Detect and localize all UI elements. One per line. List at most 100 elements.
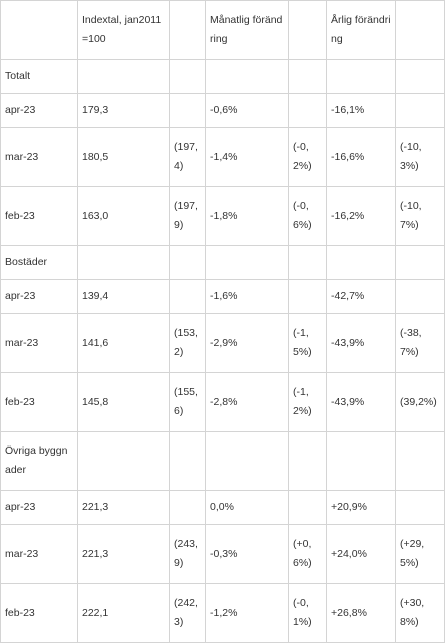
section-row: Totalt	[0, 59, 445, 94]
row-label-cell: feb-23	[0, 372, 78, 432]
table-cell	[395, 431, 445, 491]
table-cell: 139,4	[77, 279, 170, 314]
table-cell	[205, 59, 289, 94]
table-row: feb-23 145,8 (155,6) -2,8% (-1,2%) -43,9% (39,…	[0, 372, 445, 432]
table-cell: -16,1%	[326, 93, 396, 128]
header-cell	[395, 0, 445, 60]
table-cell	[326, 245, 396, 280]
table-cell: -1,8%	[205, 186, 289, 246]
header-cell: Årlig förändring	[326, 0, 396, 60]
row-label-cell: mar-23	[0, 524, 78, 584]
table-cell	[169, 490, 206, 525]
table-cell: (197,4)	[169, 127, 206, 187]
table-cell: -2,9%	[205, 313, 289, 373]
table-cell	[169, 431, 206, 491]
table-cell: -42,7%	[326, 279, 396, 314]
table-cell: (39,2%)	[395, 372, 445, 432]
table-cell: (-10,7%)	[395, 186, 445, 246]
table-row: apr-23 139,4 -1,6% -42,7%	[0, 279, 445, 314]
row-label-cell: Övriga byggnader	[0, 431, 78, 491]
table-cell	[395, 93, 445, 128]
table-cell	[77, 431, 170, 491]
table-cell: 222,1	[77, 583, 170, 643]
table-row: mar-23 221,3 (243,9) -0,3% (+0,6%) +24,0% (+29…	[0, 524, 445, 584]
header-cell: Indextal, jan2011=100	[77, 0, 170, 60]
table-cell	[288, 490, 327, 525]
table-cell: -1,4%	[205, 127, 289, 187]
table-cell	[288, 93, 327, 128]
table-cell	[395, 490, 445, 525]
table-row: apr-23 221,3 0,0% +20,9%	[0, 490, 445, 525]
row-label-cell: Bostäder	[0, 245, 78, 280]
header-cell	[169, 0, 206, 60]
table-cell: (-0,1%)	[288, 583, 327, 643]
table-cell: -0,6%	[205, 93, 289, 128]
table-cell: (-38,7%)	[395, 313, 445, 373]
table-cell	[77, 59, 170, 94]
table-cell: -1,2%	[205, 583, 289, 643]
table-cell	[169, 245, 206, 280]
table-cell: (197,9)	[169, 186, 206, 246]
table-cell: 145,8	[77, 372, 170, 432]
table-cell	[288, 245, 327, 280]
table-row: apr-23 179,3 -0,6% -16,1%	[0, 93, 445, 128]
table-cell: (-0,2%)	[288, 127, 327, 187]
table-cell: (-0,6%)	[288, 186, 327, 246]
row-label-cell: mar-23	[0, 127, 78, 187]
table-cell: (-1,5%)	[288, 313, 327, 373]
section-row: Bostäder	[0, 245, 445, 280]
table-cell	[326, 59, 396, 94]
table-cell	[205, 245, 289, 280]
header-cell	[288, 0, 327, 60]
table-cell: 221,3	[77, 490, 170, 525]
table-cell: (-10,3%)	[395, 127, 445, 187]
row-label-cell: apr-23	[0, 93, 78, 128]
table-cell: (242,3)	[169, 583, 206, 643]
row-label-cell: mar-23	[0, 313, 78, 373]
table-cell: (153,2)	[169, 313, 206, 373]
table-cell: (+29,5%)	[395, 524, 445, 584]
table-cell: -43,9%	[326, 313, 396, 373]
table-cell: +20,9%	[326, 490, 396, 525]
table-cell: -0,3%	[205, 524, 289, 584]
table-cell: 141,6	[77, 313, 170, 373]
table-cell	[169, 279, 206, 314]
table-cell: +24,0%	[326, 524, 396, 584]
row-label-cell: feb-23	[0, 186, 78, 246]
table-cell	[169, 59, 206, 94]
table-cell	[288, 279, 327, 314]
table-cell: (155,6)	[169, 372, 206, 432]
table-cell: (-1,2%)	[288, 372, 327, 432]
table-row: mar-23 141,6 (153,2) -2,9% (-1,5%) -43,9% (-38…	[0, 313, 445, 373]
table-cell: 0,0%	[205, 490, 289, 525]
table-row: feb-23 222,1 (242,3) -1,2% (-0,1%) +26,8% (+30…	[0, 583, 445, 643]
table-cell: (243,9)	[169, 524, 206, 584]
header-row: Indextal, jan2011=100 Månatlig förändring…	[0, 0, 445, 60]
table-cell: +26,8%	[326, 583, 396, 643]
row-label-cell: Totalt	[0, 59, 78, 94]
table-cell	[205, 431, 289, 491]
table-cell: (+30,8%)	[395, 583, 445, 643]
table-row: feb-23 163,0 (197,9) -1,8% (-0,6%) -16,2% (-10…	[0, 186, 445, 246]
table-cell: 221,3	[77, 524, 170, 584]
table-cell: -1,6%	[205, 279, 289, 314]
table-cell	[169, 93, 206, 128]
table-cell: 163,0	[77, 186, 170, 246]
row-label-cell: apr-23	[0, 490, 78, 525]
table-cell: (+0,6%)	[288, 524, 327, 584]
table-cell: -16,2%	[326, 186, 396, 246]
table-cell	[326, 431, 396, 491]
table-cell	[288, 431, 327, 491]
table-cell	[288, 59, 327, 94]
table-cell: -2,8%	[205, 372, 289, 432]
section-row: Övriga byggnader	[0, 431, 445, 491]
row-label-cell: apr-23	[0, 279, 78, 314]
table-cell: -43,9%	[326, 372, 396, 432]
table-cell: 180,5	[77, 127, 170, 187]
table-cell	[395, 245, 445, 280]
row-label-cell: feb-23	[0, 583, 78, 643]
header-cell	[0, 0, 78, 60]
header-cell: Månatlig förändring	[205, 0, 289, 60]
table-cell	[395, 59, 445, 94]
